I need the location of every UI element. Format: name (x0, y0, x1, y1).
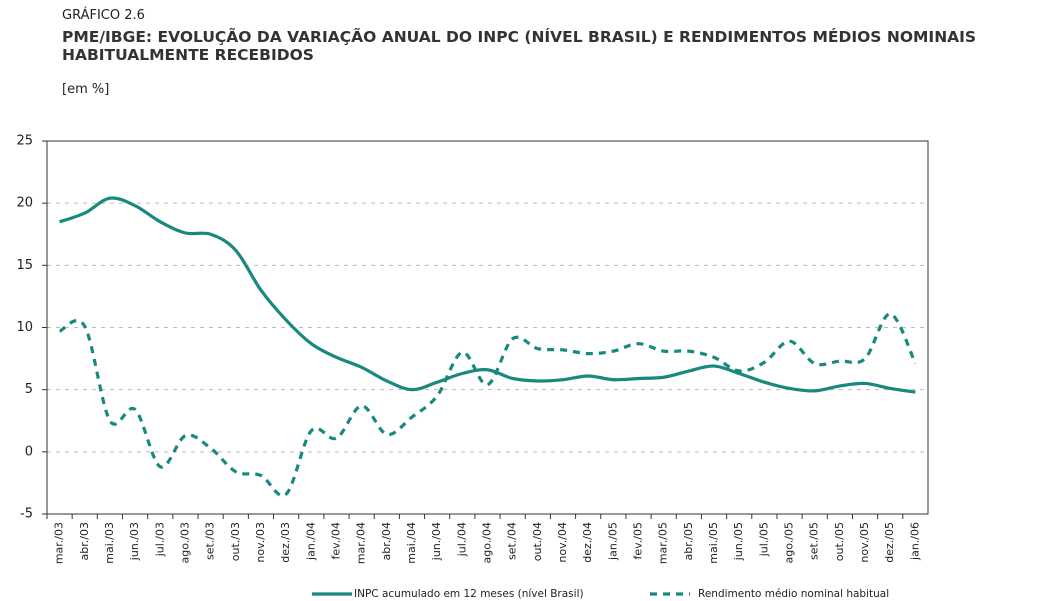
x-tick-label: dez./03 (279, 522, 292, 563)
x-tick-label: jul./04 (455, 522, 468, 557)
x-tick-label: jan./06 (908, 522, 921, 561)
series-line (58, 312, 917, 498)
y-tick-label: 25 (16, 134, 33, 149)
x-tick-label: mar./05 (657, 522, 670, 564)
x-tick-label: ago./04 (481, 522, 494, 563)
x-tick-label: jul./03 (153, 522, 166, 557)
legend-label: INPC acumulado em 12 meses (nível Brasil… (354, 588, 584, 600)
x-tick-label: nov./04 (556, 522, 569, 563)
x-tick-label: out./03 (229, 522, 242, 561)
chart-subtitle: [em %] (62, 82, 110, 97)
x-tick-label: out./05 (833, 522, 846, 561)
x-tick-label: abr./04 (380, 522, 393, 560)
x-tick-label: nov./05 (858, 522, 871, 563)
x-tick-label: mai./05 (707, 522, 720, 564)
x-tick-label: abr./05 (682, 522, 695, 560)
x-tick-label: set./03 (204, 522, 217, 560)
x-tick-label: mai./03 (103, 522, 116, 564)
x-tick-label: set./05 (808, 522, 821, 560)
y-tick-label: 20 (16, 196, 33, 211)
x-tick-label: mar./03 (53, 522, 66, 564)
x-tick-label: nov./03 (254, 522, 267, 563)
y-tick-label: 0 (25, 444, 33, 459)
x-tick-label: fev./05 (632, 522, 645, 560)
chart-label: GRÁFICO 2.6 (62, 8, 145, 23)
plot-frame (46, 140, 929, 515)
y-tick-label: 5 (25, 382, 33, 397)
y-tick-label: 15 (16, 258, 33, 273)
y-tick-label: -5 (20, 507, 33, 522)
x-tick-label: dez./04 (581, 522, 594, 563)
x-tick-label: jun./03 (128, 522, 141, 561)
x-tick-label: jan./05 (606, 522, 619, 561)
x-tick-label: fev./04 (329, 522, 342, 560)
legend-label: Rendimento médio nominal habitual (698, 588, 889, 600)
x-tick-label: jul./05 (757, 522, 770, 557)
x-tick-label: jun./04 (430, 522, 443, 561)
x-tick-label: out./04 (531, 522, 544, 561)
x-tick-label: dez./05 (883, 522, 896, 563)
x-tick-label: ago./05 (783, 522, 796, 563)
x-tick-label: set./04 (506, 522, 519, 560)
x-tick-label: abr./03 (78, 522, 91, 560)
x-tick-label: ago./03 (178, 522, 191, 563)
x-tick-label: mar./04 (355, 522, 368, 564)
x-tick-label: jun./05 (732, 522, 745, 561)
y-tick-label: 10 (16, 320, 33, 335)
x-tick-label: mai./04 (405, 522, 418, 564)
x-tick-label: jan./04 (304, 522, 317, 561)
chart-title: PME/IBGE: EVOLUÇÃO DA VARIAÇÃO ANUAL DO … (62, 28, 977, 64)
series-line (59, 196, 916, 394)
